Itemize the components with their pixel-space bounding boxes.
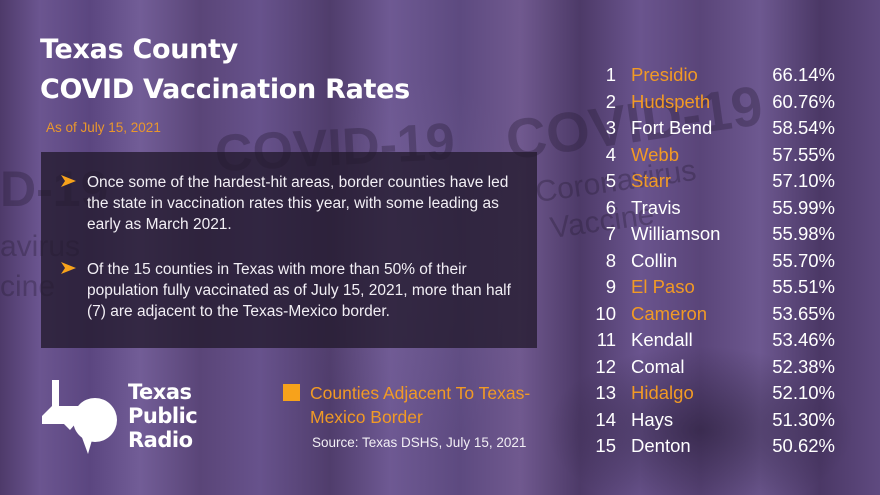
county-name: Presidio	[631, 64, 698, 85]
vaccination-rate: 51.30%	[772, 408, 835, 430]
county-name: Kendall	[631, 329, 693, 350]
county-ranking-table: 1 Presidio 66.14% 2 Hudspeth 60.76% 3 Fort Be…	[590, 62, 850, 460]
county-name: Collin	[631, 249, 678, 271]
bullet-text: Once some of the hardest-hit areas, bord…	[87, 174, 509, 233]
county-name: Webb	[631, 143, 679, 165]
rank-number: 11	[596, 329, 616, 350]
vaccination-rate: 52.38%	[772, 355, 835, 377]
table-row: 9 El Paso 55.51%	[590, 274, 850, 301]
legend-label: Counties Adjacent To Texas-Mexico Border	[310, 383, 531, 427]
county-name: Denton	[631, 435, 691, 456]
table-row: 12 Comal 52.38%	[590, 354, 850, 381]
vaccination-rate: 57.55%	[772, 143, 835, 165]
table-row: 4 Webb 57.55%	[590, 142, 850, 169]
vaccination-rate: 53.46%	[772, 329, 835, 350]
tpr-logo-icon	[42, 380, 117, 454]
as-of-date: As of July 15, 2021	[46, 120, 161, 135]
county-name: Travis	[631, 196, 681, 218]
rank-number: 2	[605, 90, 616, 112]
vaccination-rate: 66.14%	[772, 64, 835, 85]
county-name: Williamson	[631, 223, 721, 244]
vaccination-rate: 55.98%	[772, 223, 835, 244]
rank-number: 3	[605, 117, 616, 138]
vaccination-rate: 60.76%	[772, 90, 835, 112]
vaccination-rate: 55.99%	[772, 196, 835, 218]
county-name: Hays	[631, 408, 674, 430]
rank-number: 7	[605, 223, 616, 244]
vaccination-rate: 53.65%	[772, 302, 835, 324]
rank-number: 5	[605, 170, 616, 191]
table-row: 7 Williamson 55.98%	[590, 221, 850, 248]
vaccination-rate: 57.10%	[772, 170, 835, 191]
rank-number: 8	[605, 249, 616, 271]
table-row: 14 Hays 51.30%	[590, 407, 850, 434]
table-row: 15 Denton 50.62%	[590, 433, 850, 460]
table-row: 8 Collin 55.70%	[590, 248, 850, 275]
info-panel: Once some of the hardest-hit areas, bord…	[41, 152, 537, 348]
county-name: Starr	[631, 170, 672, 191]
county-name: Hudspeth	[631, 90, 711, 112]
table-row: 2 Hudspeth 60.76%	[590, 89, 850, 116]
table-row: 1 Presidio 66.14%	[590, 62, 850, 89]
table-row: 10 Cameron 53.65%	[590, 301, 850, 328]
rank-number: 6	[605, 196, 616, 218]
arrow-bullet-icon	[61, 175, 76, 187]
vaccination-rate: 55.51%	[772, 276, 835, 297]
logo-line: Public	[128, 404, 198, 428]
legend-swatch	[283, 384, 300, 401]
page-title: Texas County COVID Vaccination Rates	[40, 30, 410, 110]
rank-number: 13	[595, 382, 616, 403]
rank-number: 14	[595, 408, 616, 430]
vaccination-rate: 58.54%	[772, 117, 835, 138]
bullet-point: Of the 15 counties in Texas with more th…	[61, 259, 521, 322]
table-row: 6 Travis 55.99%	[590, 195, 850, 222]
county-name: El Paso	[631, 276, 695, 297]
table-row: 5 Starr 57.10%	[590, 168, 850, 195]
rank-number: 9	[605, 276, 616, 297]
source-note: Source: Texas DSHS, July 15, 2021	[312, 435, 527, 450]
county-name: Fort Bend	[631, 117, 713, 138]
table-row: 11 Kendall 53.46%	[590, 327, 850, 354]
table-row: 13 Hidalgo 52.10%	[590, 380, 850, 407]
title-line-1: Texas County	[40, 34, 238, 65]
rank-number: 10	[595, 302, 616, 324]
rank-number: 12	[595, 355, 616, 377]
table-row: 3 Fort Bend 58.54%	[590, 115, 850, 142]
county-name: Cameron	[631, 302, 708, 324]
bullet-text: Of the 15 counties in Texas with more th…	[87, 261, 511, 320]
title-line-2: COVID Vaccination Rates	[40, 74, 410, 105]
logo-line: Texas	[128, 380, 192, 404]
vaccination-rate: 55.70%	[772, 249, 835, 271]
vaccination-rate: 52.10%	[772, 382, 835, 403]
texas-public-radio-logo: Texas Public Radio	[42, 380, 212, 460]
logo-line: Radio	[128, 428, 193, 452]
arrow-bullet-icon	[61, 262, 76, 274]
bullet-point: Once some of the hardest-hit areas, bord…	[61, 172, 521, 235]
logo-wordmark: Texas Public Radio	[128, 380, 198, 452]
rank-number: 1	[605, 64, 616, 85]
rank-number: 4	[605, 143, 616, 165]
county-name: Hidalgo	[631, 382, 694, 403]
vaccination-rate: 50.62%	[772, 435, 835, 456]
rank-number: 15	[595, 435, 616, 456]
county-name: Comal	[631, 355, 685, 377]
